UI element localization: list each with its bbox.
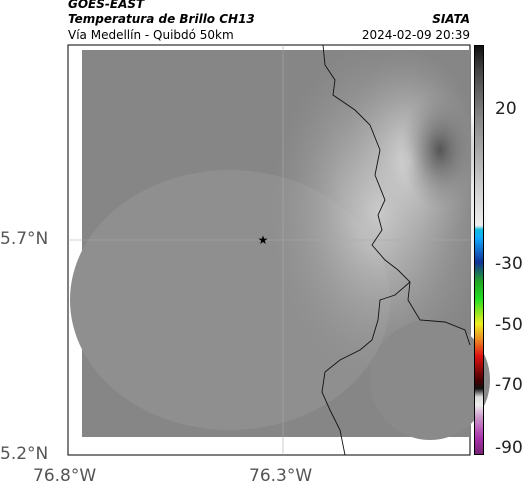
colorbar-tick-label: -30 xyxy=(495,254,523,274)
region: Vía Medellín - Quibdó 50km xyxy=(68,28,234,42)
colorbar-tick-label: 20 xyxy=(495,99,517,119)
border xyxy=(321,281,411,456)
colorbar-tick-label: -70 xyxy=(495,375,523,395)
lon-label: 76.8°W xyxy=(33,466,97,486)
image xyxy=(370,320,490,440)
colorbar-tick-label: -50 xyxy=(495,315,523,335)
colorbar xyxy=(474,45,484,455)
colorbar-tick-label: -90 xyxy=(495,438,523,458)
source: SIATA xyxy=(432,12,470,26)
border xyxy=(322,44,471,346)
satellite: GOES-EAST xyxy=(68,0,145,11)
lat-label: 5.2°N xyxy=(0,444,49,464)
product-title: Temperatura de Brillo CH13 xyxy=(68,12,255,26)
cloud xyxy=(400,90,480,210)
lon-label: 76.3°W xyxy=(249,466,313,486)
lat-label: 5.7°N xyxy=(0,229,49,249)
datetime: 2024-02-09 20:39 xyxy=(361,28,470,42)
city-marker: ★ xyxy=(258,233,269,247)
